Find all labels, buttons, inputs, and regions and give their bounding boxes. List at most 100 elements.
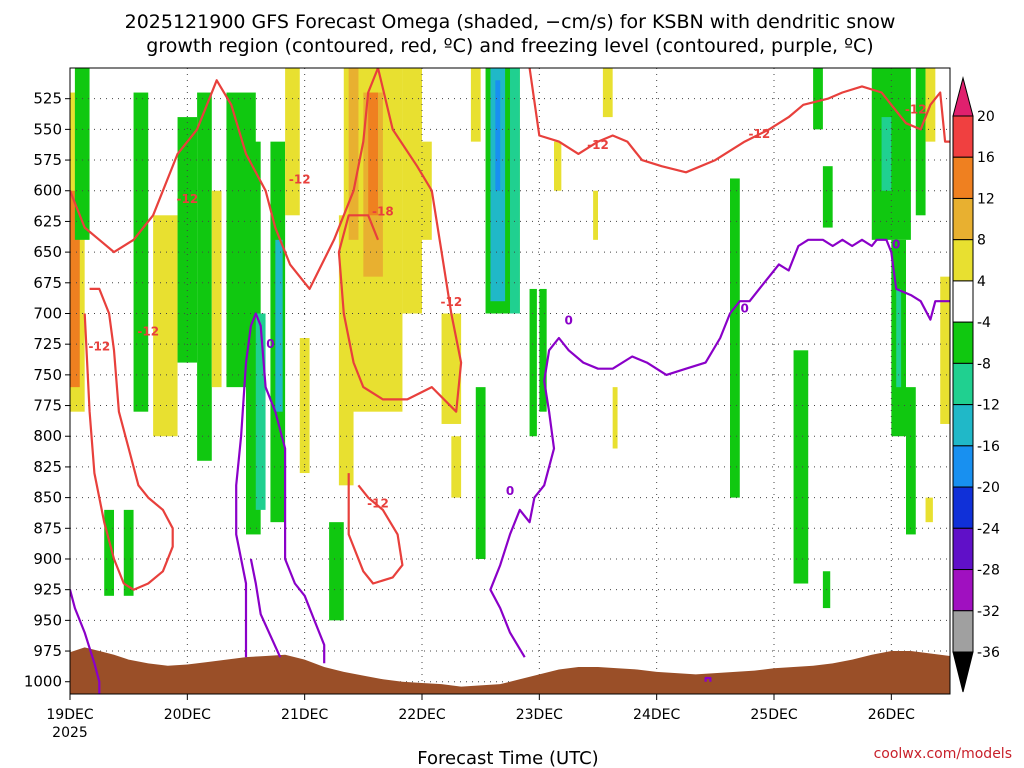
x-tick-label: 22DEC bbox=[398, 707, 445, 723]
freezing-level-contour-4 bbox=[704, 676, 712, 682]
omega-region-48 bbox=[906, 387, 916, 535]
contour-label-2: -18 bbox=[372, 204, 394, 218]
terrain-surface bbox=[70, 647, 950, 694]
omega-region-34 bbox=[539, 288, 547, 412]
omega-region-6 bbox=[153, 215, 178, 437]
chart-title-line1: 2025121900 GFS Forecast Omega (shaded, −… bbox=[125, 11, 896, 33]
x-tick-label: 25DEC bbox=[750, 707, 797, 723]
omega-region-8 bbox=[197, 92, 212, 461]
colorbar-band bbox=[952, 445, 974, 488]
colorbar-tick-label: -28 bbox=[977, 563, 1000, 579]
x-tick-label: 23DEC bbox=[516, 707, 563, 723]
y-tick-label: 875 bbox=[33, 519, 62, 537]
contour-label-4: -12 bbox=[137, 325, 159, 339]
y-tick-label: 900 bbox=[33, 550, 62, 568]
y-axis: 525 550 575 600 625 650 675 700 725 750 775 800 825 8… bbox=[24, 90, 70, 691]
omega-region-2 bbox=[74, 68, 90, 240]
contour-label-14: 0 bbox=[506, 484, 514, 498]
y-tick-label: 975 bbox=[33, 642, 62, 660]
dgz-contour-0 bbox=[70, 68, 380, 290]
y-tick-label: 775 bbox=[33, 397, 62, 415]
colorbar-tick-label: 16 bbox=[977, 150, 995, 166]
y-tick-label: 950 bbox=[33, 611, 62, 629]
contour-label-3: -12 bbox=[440, 295, 462, 309]
colorbar-tick-label: -32 bbox=[977, 604, 1000, 620]
y-tick-label: 600 bbox=[33, 182, 62, 200]
dgz-contour-2 bbox=[528, 68, 950, 174]
omega-region-22 bbox=[368, 92, 378, 216]
colorbar-tick-label: -24 bbox=[977, 521, 1000, 537]
omega-region-24 bbox=[422, 141, 432, 240]
colorbar-tick-label: -4 bbox=[977, 315, 991, 331]
y-tick-label: 850 bbox=[33, 489, 62, 507]
colorbar-band bbox=[952, 156, 974, 199]
omega-region-12 bbox=[255, 313, 266, 510]
omega-region-20 bbox=[348, 68, 359, 240]
colorbar: 20 16 12 8 4 -4 -8 -12 -16 -20 -24 -28 -32 -36 bbox=[952, 76, 1000, 693]
omega-region-31 bbox=[495, 80, 501, 191]
omega-region-3 bbox=[104, 509, 114, 596]
plot-frame bbox=[69, 67, 951, 695]
contour-label-8: -12 bbox=[748, 127, 770, 141]
omega-region-7 bbox=[177, 117, 198, 363]
contour-label-0: -12 bbox=[176, 192, 198, 206]
y-tick-label: 625 bbox=[33, 212, 62, 230]
x-tick-label: 24DEC bbox=[633, 707, 680, 723]
chart-title-line2: growth region (contoured, red, ºC) and f… bbox=[146, 35, 873, 57]
y-tick-label: 525 bbox=[33, 90, 62, 108]
y-tick-label: 550 bbox=[33, 120, 62, 138]
omega-region-9 bbox=[211, 190, 222, 388]
omega-region-27 bbox=[470, 68, 481, 142]
colorbar-band bbox=[952, 404, 974, 447]
omega-region-1 bbox=[70, 190, 80, 388]
colorbar-band bbox=[952, 362, 974, 406]
x-axis-label: Forecast Time (UTC) bbox=[417, 748, 598, 768]
contour-label-12: 0 bbox=[740, 301, 748, 315]
terrain-layer bbox=[70, 647, 950, 694]
omega-region-38 bbox=[612, 387, 618, 449]
y-tick-label: 1000 bbox=[24, 673, 62, 691]
colorbar-tick-label: -20 bbox=[977, 480, 1000, 496]
dgz-contour-1 bbox=[337, 68, 463, 413]
omega-region-40 bbox=[793, 350, 809, 584]
y-tick-label: 825 bbox=[33, 458, 62, 476]
contour-label-9: -12 bbox=[905, 102, 927, 116]
omega-region-47 bbox=[896, 288, 902, 388]
credit-text: coolwx.com/models bbox=[874, 746, 1012, 762]
y-tick-label: 925 bbox=[33, 581, 62, 599]
y-tick-label: 675 bbox=[33, 274, 62, 292]
y-tick-label: 800 bbox=[33, 427, 62, 445]
x-tick-label: 26DEC bbox=[868, 707, 915, 723]
colorbar-band bbox=[952, 115, 974, 158]
colorbar-bottom-arrow bbox=[952, 651, 974, 693]
omega-region-26 bbox=[451, 436, 462, 498]
freezing-level-contour-1 bbox=[235, 312, 326, 664]
freezing-level-contour-2 bbox=[249, 558, 282, 658]
contour-label-13: 0 bbox=[892, 237, 900, 251]
dgz-contours bbox=[70, 68, 950, 591]
omega-region-35 bbox=[554, 141, 562, 191]
y-tick-label: 725 bbox=[33, 335, 62, 353]
y-tick-label: 700 bbox=[33, 304, 62, 322]
colorbar-band bbox=[952, 569, 974, 612]
omega-region-42 bbox=[822, 166, 833, 228]
contour-label-10: 0 bbox=[266, 337, 274, 351]
y-tick-label: 575 bbox=[33, 151, 62, 169]
contour-label-11: 0 bbox=[564, 314, 572, 328]
x-axis: 19DEC 20DEC 21DEC 22DEC 23DEC 24DEC 25DEC 26DEC bbox=[46, 694, 915, 723]
omega-region-39 bbox=[730, 178, 740, 498]
colorbar-tick-label: -8 bbox=[977, 356, 991, 372]
omega-region-49 bbox=[915, 68, 926, 216]
year-label: 2025 bbox=[52, 725, 88, 741]
omega-region-37 bbox=[602, 68, 613, 118]
omega-region-15 bbox=[285, 68, 300, 216]
x-tick-label: 21DEC bbox=[281, 707, 328, 723]
colorbar-tick-label: 4 bbox=[977, 274, 986, 290]
omega-region-45 bbox=[881, 117, 892, 191]
colorbar-band bbox=[952, 321, 974, 364]
colorbar-band bbox=[952, 527, 974, 571]
colorbar-band bbox=[952, 239, 974, 282]
omega-region-28 bbox=[475, 387, 486, 559]
colorbar-tick-label: -12 bbox=[977, 398, 1000, 414]
